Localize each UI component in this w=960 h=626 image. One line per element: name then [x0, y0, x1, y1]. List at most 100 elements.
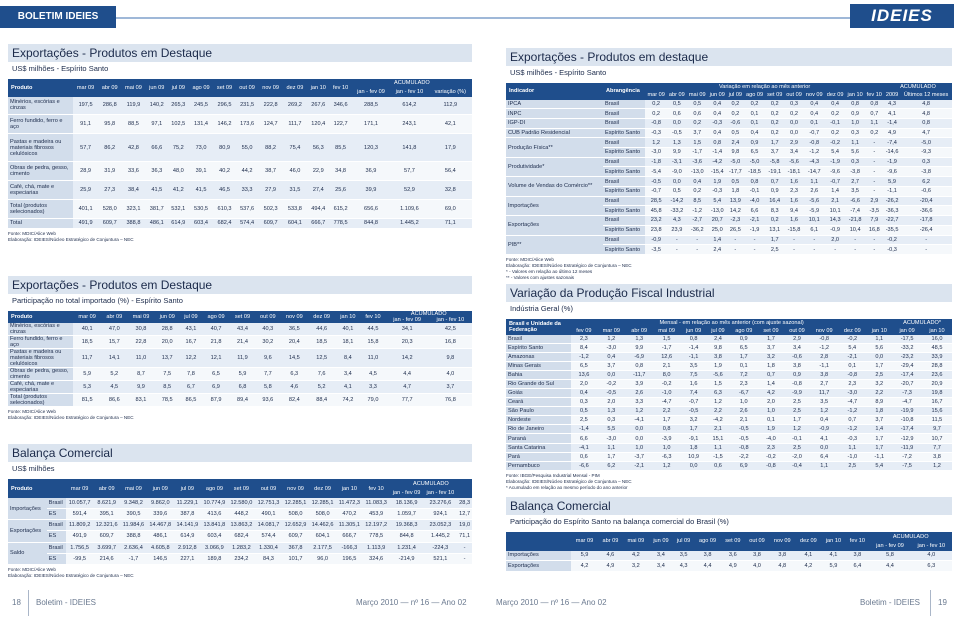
- cell: 491,9: [66, 530, 94, 543]
- cell: 1,2: [783, 424, 811, 435]
- cell: 610,3: [213, 199, 236, 219]
- cell: -: [864, 244, 884, 255]
- header-cell: out 09: [255, 311, 281, 323]
- section-title: Balança Comercial: [8, 444, 472, 462]
- cell: 4,1: [821, 550, 846, 562]
- cell: -14,7: [803, 166, 825, 178]
- cell: 1.109,6: [390, 199, 429, 219]
- cell: -0,2: [838, 334, 867, 344]
- cell: 3,8: [783, 361, 811, 371]
- cell: 0,5: [726, 176, 744, 187]
- header-cell: nov 09: [280, 311, 308, 323]
- cell: -4,3: [803, 157, 825, 168]
- cell: -6,7: [729, 388, 759, 399]
- header-cell: jan - fev 10: [423, 488, 458, 499]
- row-sublabel: Brasil: [602, 137, 646, 149]
- cell: 6,5: [743, 147, 766, 158]
- cell: 4,6: [597, 550, 623, 562]
- cell: -2,3: [726, 215, 744, 226]
- header-cell: fev 10: [864, 91, 884, 100]
- cell: 5,2: [307, 380, 336, 394]
- cell: 486,1: [146, 530, 174, 543]
- row-label: Total: [8, 218, 73, 230]
- header-cell: out 09: [783, 326, 811, 335]
- header-cell: jan - fev 10: [390, 87, 429, 97]
- cell: 1,4: [707, 235, 727, 246]
- cell: 0,4: [743, 128, 766, 139]
- cell: 3,8: [810, 370, 839, 380]
- header-cell: jan 10: [336, 479, 363, 499]
- cell: -2,0: [783, 452, 811, 462]
- cell: 4,7: [385, 380, 429, 394]
- cell: 1,0: [845, 118, 865, 129]
- cell: 79,0: [360, 393, 386, 407]
- data-row: Amazonas -1,2 0,4 -6,9 12,6 -1,1 3,8 1,7 3,2 -0,6…: [506, 352, 952, 362]
- cell: 5,9: [229, 367, 256, 381]
- cell: -0,8: [810, 334, 839, 344]
- note: Fonte: MDIC/Alice Web: [506, 257, 554, 262]
- cell: -36,6: [900, 205, 952, 217]
- cell: -17,4: [892, 370, 922, 380]
- cell: 6,8: [229, 380, 256, 394]
- cell: 12,6: [652, 352, 681, 362]
- data-row: Total (produtos selecionados) 401,1 528,0 3…: [8, 199, 472, 219]
- cell: -: [864, 157, 884, 168]
- header-cell: abr 09: [98, 79, 122, 97]
- cell: 9,8: [428, 348, 472, 368]
- cell: 0,0: [866, 352, 893, 362]
- cell: 10,9: [680, 452, 707, 462]
- header-cell: mai 09: [121, 79, 146, 97]
- cell: -7,3: [892, 388, 922, 399]
- section-subtitle: US$ milhões - Espírito Santo: [510, 68, 607, 77]
- data-row: IPCA Brasil 0,2 0,5 0,5 0,4 0,2 0,2 0,2 0,3 0,4 0,4…: [506, 99, 952, 110]
- cell: 1,7: [758, 334, 784, 344]
- header-cell: nov 09: [258, 79, 283, 97]
- cell: -5,9: [803, 205, 825, 217]
- cell: -0,7: [680, 397, 707, 408]
- header-cell: Últimos 12 meses: [900, 91, 952, 100]
- cell: 16,8: [428, 335, 472, 349]
- cell: 16,4: [765, 196, 785, 207]
- cell: 2,0: [571, 379, 597, 390]
- data-row: Total 491,9 609,7 388,8 486,1 614,9 603,4 682,4…: [8, 218, 472, 230]
- row-sublabel: Espírito Santo: [602, 128, 646, 139]
- row-label: São Paulo: [506, 406, 571, 417]
- cell: 75,4: [282, 133, 308, 162]
- cell: 0,4: [707, 128, 727, 139]
- cell: 42,5: [428, 323, 472, 336]
- cell: -: [803, 235, 825, 246]
- cell: 3,5: [810, 397, 839, 408]
- cell: 0,2: [824, 108, 846, 119]
- cell: 324,6: [362, 553, 390, 566]
- header-cell: out 09: [235, 79, 259, 97]
- cell: -33,2: [892, 343, 922, 353]
- cell: -166,3: [336, 542, 363, 554]
- cell: -: [784, 235, 804, 246]
- cell: 0,5: [686, 99, 708, 110]
- table-block: Balança Comercial Participação do Espírit…: [506, 497, 952, 572]
- cell: 0,8: [743, 176, 766, 187]
- cell: 604,1: [309, 530, 337, 543]
- data-row: Ceará 0,3 2,0 3,3 -4,7 -0,7 1,2 1,0 2,0 2,5 3,5 -4,…: [506, 397, 952, 408]
- cell: 4,1: [810, 433, 839, 444]
- cell: 2,1: [729, 415, 759, 426]
- header-cell: abr 09: [597, 532, 623, 551]
- cell: -4,7: [838, 397, 867, 408]
- cell: 296,5: [213, 96, 236, 116]
- cell: 0,9: [743, 137, 766, 149]
- cell: 4,3: [883, 99, 901, 110]
- cell: 778,5: [329, 218, 352, 230]
- cell: -: [864, 166, 884, 178]
- cell: -0,8: [729, 443, 759, 453]
- divider: [28, 590, 29, 616]
- cell: -9,1: [680, 433, 707, 444]
- logo: IDEIES: [850, 4, 954, 28]
- header-cell: jul 09: [672, 532, 695, 551]
- cell: 12.285,1: [309, 498, 337, 510]
- cell: 2,6: [729, 406, 759, 417]
- cell: 0,0: [596, 370, 626, 380]
- cell: -15,4: [707, 166, 727, 178]
- row-sublabel: Brasil: [602, 157, 646, 168]
- row-sublabel: ES: [46, 553, 67, 566]
- data-row: Santa Catarina -4,1 1,1 1,0 1,0 1,8 1,1 -0,8 2,3…: [506, 443, 952, 453]
